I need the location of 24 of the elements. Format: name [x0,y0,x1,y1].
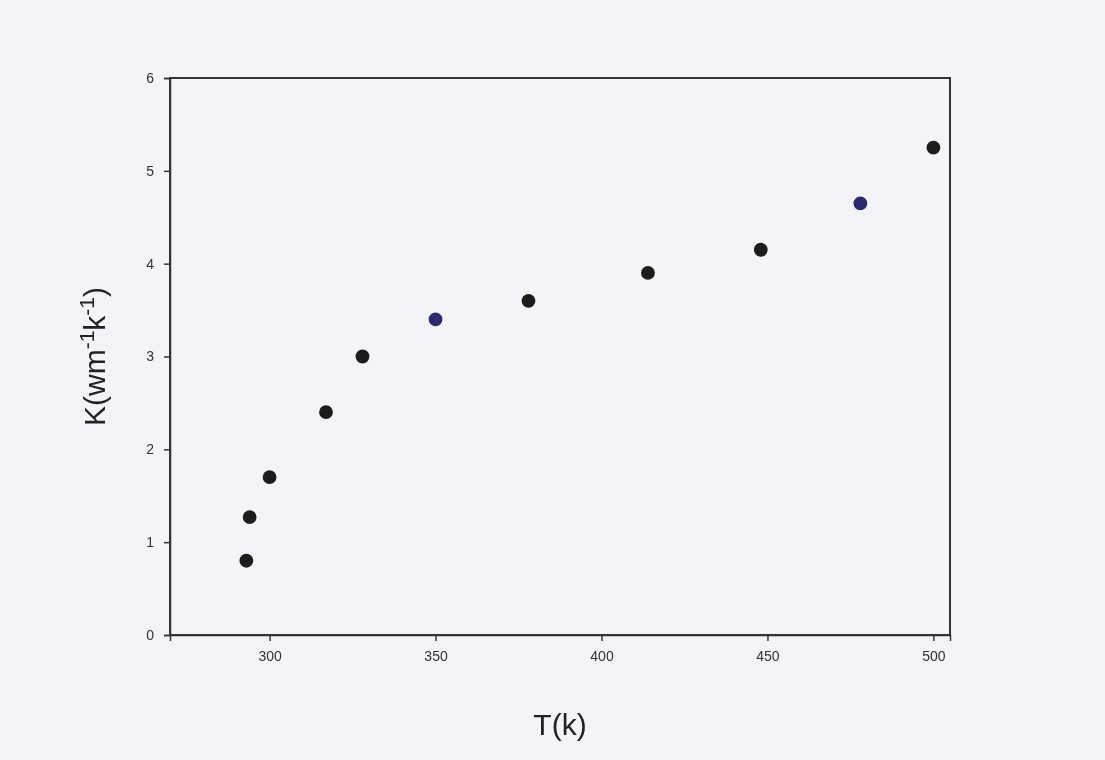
x-tick-label: 450 [756,647,780,664]
point [355,349,370,364]
y-tick-label: 6 [146,69,155,86]
x-tick-label: 350 [424,647,448,664]
y-tick-label: 0 [146,626,155,643]
y-tick-label: 1 [146,534,155,551]
point [428,312,443,327]
x-tick-label: 500 [922,647,946,664]
x-tick-label: 400 [590,647,614,664]
y-tick-label: 3 [146,348,155,365]
point [262,470,277,485]
point [641,266,655,280]
x-tick-label: 300 [258,647,282,664]
point [853,196,868,211]
point [753,242,768,257]
point [319,405,333,420]
point [926,140,941,155]
y-tick-label: 4 [146,255,155,272]
y-tick-label: 5 [146,162,155,179]
x-axis-title: T(k) [533,708,587,741]
y-tick-label: 2 [146,441,155,458]
point [239,553,254,568]
point [242,510,257,524]
point [521,293,536,308]
